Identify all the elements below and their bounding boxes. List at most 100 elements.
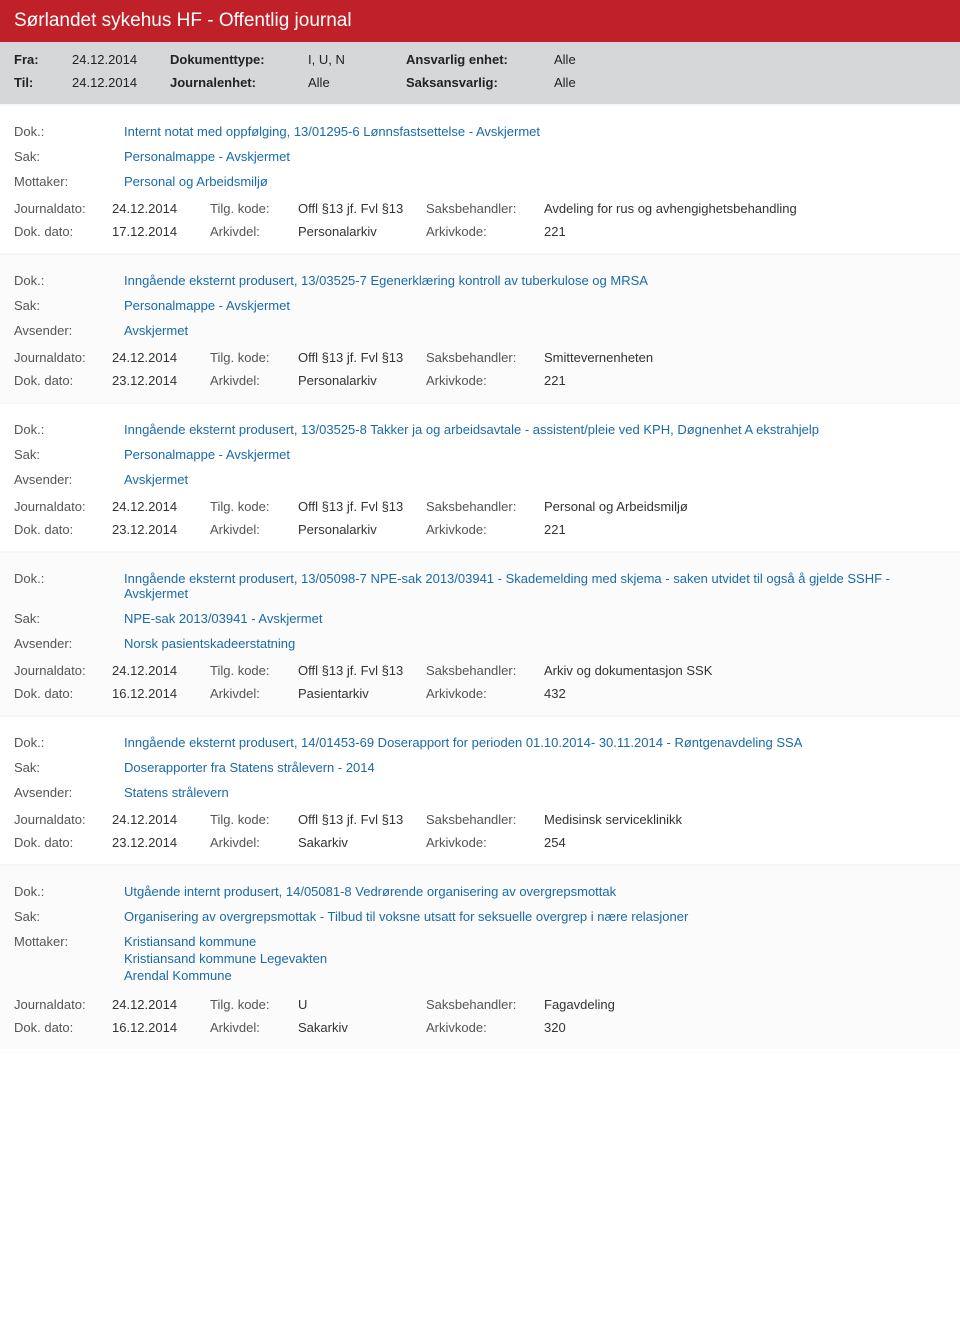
journal-entry: Dok.:Utgående internt produsert, 14/0508… xyxy=(0,864,960,1049)
sak-title: NPE-sak 2013/03941 - Avskjermet xyxy=(124,611,946,626)
party-value: Avskjermet xyxy=(124,323,946,338)
party-line: Arendal Kommune xyxy=(124,968,946,983)
dok-label: Dok.: xyxy=(14,884,124,899)
arkivkode-label: Arkivkode: xyxy=(426,1020,536,1035)
arkivdel-label: Arkivdel: xyxy=(210,522,290,537)
saksbehandler-value: Medisinsk serviceklinikk xyxy=(544,812,946,827)
sak-label: Sak: xyxy=(14,298,124,313)
party-value: Norsk pasientskadeerstatning xyxy=(124,636,946,651)
dokdato-value: 17.12.2014 xyxy=(112,224,202,239)
filter-bar: Fra: 24.12.2014 Dokumenttype: I, U, N An… xyxy=(0,42,960,104)
arkivkode-value: 221 xyxy=(544,224,946,239)
page-title: Sørlandet sykehus HF - Offentlig journal xyxy=(14,10,352,31)
dok-title: Inngående eksternt produsert, 13/05098-7… xyxy=(124,571,946,601)
saksbehandler-value: Arkiv og dokumentasjon SSK xyxy=(544,663,946,678)
sak-label: Sak: xyxy=(14,760,124,775)
journal-entry: Dok.:Inngående eksternt produsert, 14/01… xyxy=(0,715,960,864)
arkivdel-value: Pasientarkiv xyxy=(298,686,418,701)
entry-meta: Journaldato: 24.12.2014 Tilg. kode: Offl §1… xyxy=(14,499,946,537)
journaldato-label: Journaldato: xyxy=(14,997,104,1012)
arkivdel-value: Sakarkiv xyxy=(298,835,418,850)
dok-label: Dok.: xyxy=(14,422,124,437)
party-label: Avsender: xyxy=(14,636,124,651)
arkivdel-label: Arkivdel: xyxy=(210,224,290,239)
filter-ansvarlig-label: Ansvarlig enhet: xyxy=(406,52,546,67)
tilgkode-label: Tilg. kode: xyxy=(210,350,290,365)
filter-doktype-value: I, U, N xyxy=(308,52,398,67)
journaldato-label: Journaldato: xyxy=(14,812,104,827)
arkivkode-value: 254 xyxy=(544,835,946,850)
filter-fra-value: 24.12.2014 xyxy=(72,52,162,67)
journal-entry: Dok.:Inngående eksternt produsert, 13/03… xyxy=(0,253,960,402)
saksbehandler-label: Saksbehandler: xyxy=(426,812,536,827)
dok-label: Dok.: xyxy=(14,735,124,750)
dokdato-value: 23.12.2014 xyxy=(112,373,202,388)
journaldato-label: Journaldato: xyxy=(14,499,104,514)
tilgkode-label: Tilg. kode: xyxy=(210,499,290,514)
tilgkode-label: Tilg. kode: xyxy=(210,997,290,1012)
journal-entry: Dok.:Inngående eksternt produsert, 13/03… xyxy=(0,402,960,551)
party-value: Personal og Arbeidsmiljø xyxy=(124,174,946,189)
tilgkode-value: Offl §13 jf. Fvl §13 xyxy=(298,812,418,827)
party-line: Kristiansand kommune xyxy=(124,934,946,949)
arkivkode-label: Arkivkode: xyxy=(426,224,536,239)
tilgkode-value: U xyxy=(298,997,418,1012)
dokdato-value: 16.12.2014 xyxy=(112,1020,202,1035)
tilgkode-value: Offl §13 jf. Fvl §13 xyxy=(298,663,418,678)
dok-title: Internt notat med oppfølging, 13/01295-6… xyxy=(124,124,946,139)
tilgkode-label: Tilg. kode: xyxy=(210,201,290,216)
sak-label: Sak: xyxy=(14,909,124,924)
entry-meta: Journaldato:24.12.2014Tilg. kode:Offl §1… xyxy=(14,350,946,388)
tilgkode-label: Tilg. kode: xyxy=(210,663,290,678)
arkivdel-label: Arkivdel: xyxy=(210,1020,290,1035)
sak-title: Doserapporter fra Statens strålevern - 2… xyxy=(124,760,946,775)
dok-title: Inngående eksternt produsert, 13/03525-8… xyxy=(124,422,946,437)
sak-title: Personalmappe - Avskjermet xyxy=(124,298,946,313)
party-line: Kristiansand kommune Legevakten xyxy=(124,951,946,966)
party-label: Avsender: xyxy=(14,785,124,800)
filter-til-value: 24.12.2014 xyxy=(72,75,162,90)
saksbehandler-label: Saksbehandler: xyxy=(426,201,536,216)
arkivdel-label: Arkivdel: xyxy=(210,373,290,388)
dokdato-label: Dok. dato: xyxy=(14,686,104,701)
saksbehandler-label: Saksbehandler: xyxy=(426,499,536,514)
arkivkode-value: 320 xyxy=(544,1020,946,1035)
party-value: Kristiansand kommune Kristiansand kommune… xyxy=(124,934,946,985)
filter-til-label: Til: xyxy=(14,75,64,90)
arkivkode-label: Arkivkode: xyxy=(426,522,536,537)
dokdato-value: 23.12.2014 xyxy=(112,835,202,850)
dokdato-label: Dok. dato: xyxy=(14,1020,104,1035)
tilgkode-value: Offl §13 jf. Fvl §13 xyxy=(298,499,418,514)
saksbehandler-label: Saksbehandler: xyxy=(426,350,536,365)
journaldato-value: 24.12.2014 xyxy=(112,997,202,1012)
journaldato-value: 24.12.2014 xyxy=(112,663,202,678)
arkivkode-label: Arkivkode: xyxy=(426,373,536,388)
dok-label: Dok.: xyxy=(14,273,124,288)
dokdato-value: 16.12.2014 xyxy=(112,686,202,701)
filter-journalenhet-label: Journalenhet: xyxy=(170,75,300,90)
tilgkode-value: Offl §13 jf. Fvl §13 xyxy=(298,350,418,365)
filter-saksansvarlig-label: Saksansvarlig: xyxy=(406,75,546,90)
journal-entry: Dok.:Inngående eksternt produsert, 13/05… xyxy=(0,551,960,715)
dok-title: Inngående eksternt produsert, 13/03525-7… xyxy=(124,273,946,288)
sak-title: Organisering av overgrepsmottak - Tilbud… xyxy=(124,909,946,924)
party-value: Statens strålevern xyxy=(124,785,946,800)
journaldato-value: 24.12.2014 xyxy=(112,499,202,514)
saksbehandler-value: Avdeling for rus og avhengighetsbehandli… xyxy=(544,201,946,216)
saksbehandler-label: Saksbehandler: xyxy=(426,997,536,1012)
sak-label: Sak: xyxy=(14,447,124,462)
arkivkode-label: Arkivkode: xyxy=(426,835,536,850)
page-header: Sørlandet sykehus HF - Offentlig journal xyxy=(0,0,960,42)
journaldato-label: Journaldato: xyxy=(14,201,104,216)
journaldato-label: Journaldato: xyxy=(14,663,104,678)
tilgkode-value: Offl §13 jf. Fvl §13 xyxy=(298,201,418,216)
journaldato-label: Journaldato: xyxy=(14,350,104,365)
dok-label: Dok.: xyxy=(14,571,124,586)
dok-title: Inngående eksternt produsert, 14/01453-6… xyxy=(124,735,946,750)
arkivkode-value: 432 xyxy=(544,686,946,701)
filter-journalenhet-value: Alle xyxy=(308,75,398,90)
dokdato-value: 23.12.2014 xyxy=(112,522,202,537)
journaldato-value: 24.12.2014 xyxy=(112,201,202,216)
saksbehandler-label: Saksbehandler: xyxy=(426,663,536,678)
party-label: Mottaker: xyxy=(14,174,124,189)
